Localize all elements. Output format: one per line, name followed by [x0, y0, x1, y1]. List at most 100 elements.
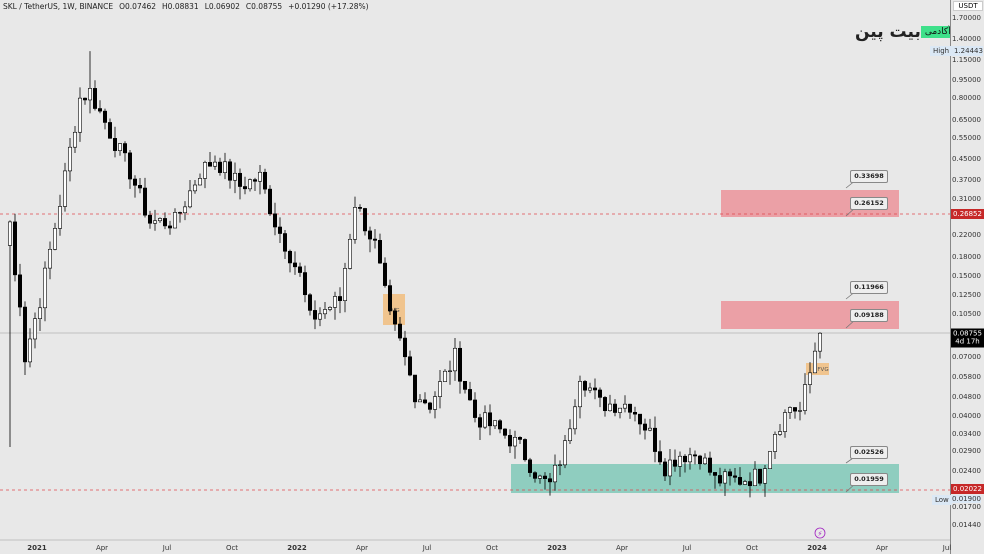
candle-body — [547, 478, 552, 483]
level-label[interactable]: 0.09188 — [850, 309, 888, 322]
candle-body — [352, 207, 357, 240]
low-value: 0.01900 — [952, 495, 981, 503]
price-tick: 0.31000 — [952, 194, 981, 203]
candle-body — [233, 172, 238, 181]
candle-body — [337, 296, 342, 301]
candle-body — [83, 97, 88, 101]
candle-body — [342, 268, 347, 301]
candle-body — [402, 337, 407, 358]
candle-body — [292, 262, 297, 268]
candle-body — [782, 412, 787, 432]
candle-body — [662, 461, 667, 477]
candle-body — [47, 249, 52, 269]
price-tick: 0.04000 — [952, 412, 981, 421]
price-axis[interactable]: USDT 1.70000 1.40000 1.15000 0.95000 0.80000… — [950, 0, 984, 554]
price-chart[interactable]: FVG FVG ⚡ — [0, 0, 950, 554]
time-tick: Jul — [162, 544, 172, 552]
level-label[interactable]: 0.01959 — [850, 473, 888, 486]
candle-body — [522, 439, 527, 461]
candle-body — [562, 440, 567, 466]
candle-body — [482, 412, 487, 428]
candle-body — [257, 171, 262, 182]
candle-body — [712, 472, 717, 476]
candle-body — [153, 220, 158, 224]
candle-body — [52, 228, 57, 250]
currency-label[interactable]: USDT — [953, 1, 983, 11]
candle-body — [27, 338, 32, 363]
price-tick: 0.80000 — [952, 94, 981, 103]
candle-body — [487, 412, 492, 427]
level-label[interactable]: 0.33698 — [850, 170, 888, 183]
candle-body — [432, 396, 437, 410]
candle-body — [253, 179, 258, 182]
time-tick: Apr — [875, 544, 889, 552]
fvg-label-2: FVG — [817, 367, 828, 373]
level-label[interactable]: 0.26152 — [850, 197, 888, 210]
candle-body — [717, 475, 722, 484]
price-tick: 0.22000 — [952, 231, 981, 240]
candle-body — [527, 459, 532, 473]
fvg-zone-2 — [806, 363, 829, 375]
time-tick: 2023 — [547, 544, 567, 552]
time-tick: 2021 — [27, 544, 47, 552]
price-tick: 0.01700 — [952, 503, 981, 512]
level-label[interactable]: 0.11966 — [850, 281, 888, 294]
candle-body — [98, 108, 103, 112]
time-tick: Apr — [615, 544, 629, 552]
candle-body — [552, 464, 557, 483]
candle-body — [357, 207, 362, 209]
candle-body — [198, 178, 203, 186]
candle-body — [93, 88, 98, 109]
candle-body — [557, 464, 562, 466]
price-tick: 0.01440 — [952, 521, 981, 530]
candle-body — [108, 122, 113, 139]
level-label[interactable]: 0.02526 — [850, 446, 888, 459]
candle-body — [692, 454, 697, 457]
candle-body — [183, 206, 188, 214]
candle-body — [262, 171, 267, 190]
candle-body — [397, 323, 402, 339]
candle-body — [627, 403, 632, 413]
candle-body — [447, 370, 452, 372]
high-label: High — [930, 46, 953, 56]
candle-body — [677, 455, 682, 467]
candle-body — [722, 471, 727, 484]
price-tick: 0.05800 — [952, 372, 981, 381]
candle-body — [163, 218, 168, 227]
ohlc-high: H0.08831 — [162, 2, 199, 11]
candle-body — [367, 230, 372, 240]
time-tick: Apr — [95, 544, 109, 552]
candle-body — [512, 437, 517, 447]
symbol-name[interactable]: SKL / TetherUS, 1W, BINANCE — [3, 2, 114, 11]
candle-body — [797, 410, 802, 412]
candle-body — [168, 225, 173, 229]
candle-body — [427, 402, 432, 410]
candle-body — [267, 188, 272, 215]
candle-body — [173, 212, 178, 229]
candle-body — [537, 475, 542, 479]
candle-body — [17, 274, 22, 308]
candle-body — [412, 374, 417, 403]
candle-body — [113, 138, 118, 151]
time-tick: Oct — [745, 544, 759, 552]
candle-body — [238, 172, 243, 187]
candle-body — [178, 212, 183, 214]
candle-body — [272, 213, 277, 228]
candle-body — [772, 434, 777, 452]
candle-body — [277, 226, 282, 234]
time-tick: Oct — [225, 544, 239, 552]
price-tick: 0.02900 — [952, 446, 981, 455]
candle-body — [567, 428, 572, 442]
candle-body — [8, 221, 13, 246]
candle-body — [757, 468, 762, 484]
time-tick: Jul — [422, 544, 432, 552]
candle-body — [317, 313, 322, 320]
price-tick: 1.40000 — [952, 34, 981, 43]
candle-body — [727, 471, 732, 477]
candle-body — [203, 162, 208, 179]
lightning-icon[interactable] — [814, 527, 826, 539]
candle-body — [392, 310, 397, 325]
candle-body — [492, 420, 497, 427]
candle-body — [687, 454, 692, 463]
candle-body — [752, 468, 757, 487]
